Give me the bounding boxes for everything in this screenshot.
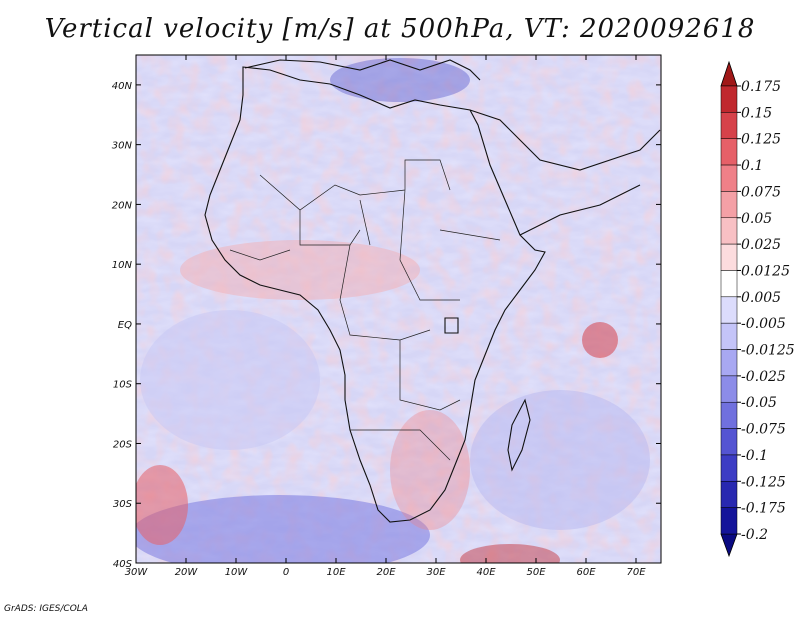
colorbar-label: -0.005	[741, 316, 786, 332]
africa-coastline	[204, 66, 546, 523]
colorbar-swatch	[720, 401, 738, 429]
colorbar-swatch	[720, 85, 738, 113]
colorbar-swatch	[720, 454, 738, 482]
colorbar-label: 0.025	[741, 237, 781, 253]
colorbar-label: -0.0125	[741, 343, 795, 359]
colorbar-swatch	[720, 164, 738, 192]
lat-axis: 40N 30N 20N 10N EQ 10S 20S 30S 40S	[112, 81, 661, 570]
colorbar-label: 0.0125	[741, 263, 790, 279]
lon-tick-label: 40E	[476, 567, 496, 578]
subsidence-region-indian	[470, 390, 650, 530]
europe-coastline	[244, 59, 481, 81]
lon-tick-label: 60E	[576, 567, 596, 578]
lon-tick-label: 30E	[426, 567, 446, 578]
lat-tick-label: 20N	[112, 200, 133, 211]
colorbar-swatch	[720, 349, 738, 377]
lat-tick-label: 10N	[112, 260, 133, 271]
colorbar-top-arrow	[720, 60, 738, 87]
colorbar-label: -0.025	[741, 369, 786, 385]
colorbar-swatch	[720, 322, 738, 350]
colorbar-label: 0.005	[741, 290, 781, 306]
colorbar-swatch	[720, 112, 738, 139]
ascent-region-southern-africa	[390, 410, 470, 530]
lon-tick-label: 0	[283, 567, 289, 578]
country-borders	[229, 159, 501, 461]
colorbar-label: -0.1	[741, 448, 768, 464]
lon-axis: 30W 20W 10W 0 10E 20E 30E 40E 50E 60E 70E	[125, 55, 646, 578]
colorbar-label: 0.1	[741, 158, 763, 174]
colorbar-label: -0.075	[741, 422, 786, 438]
mediterranean-band	[330, 58, 470, 102]
arabia-coastline	[469, 109, 661, 236]
lon-tick-label: 30W	[125, 567, 149, 578]
lat-tick-label: 20S	[113, 439, 133, 450]
colorbar-swatch	[720, 375, 738, 403]
coastlines	[204, 59, 661, 523]
lon-tick-label: 20E	[376, 567, 396, 578]
colorbar-label: 0.125	[741, 132, 781, 148]
colorbar-label: 0.175	[741, 79, 781, 95]
lat-tick-label: EQ	[118, 320, 132, 331]
colorbar-label: -0.125	[741, 474, 786, 490]
lat-tick-label: 40S	[113, 559, 133, 570]
lat-tick-label: 10S	[113, 380, 133, 391]
colorbar-label: -0.05	[741, 395, 777, 411]
colorbar-swatch	[720, 191, 738, 219]
lon-tick-label: 50E	[526, 567, 546, 578]
subsidence-region-atlantic	[140, 310, 320, 450]
madagascar-coastline	[507, 398, 531, 472]
map-title: Vertical velocity [m/s] at 500hPa, VT: 2…	[44, 14, 756, 44]
velocity-field	[136, 55, 661, 563]
colorbar-label: -0.2	[741, 527, 768, 543]
ascent-region-southeast	[460, 544, 560, 563]
colorbar-swatch	[720, 138, 738, 166]
lon-tick-label: 70E	[626, 567, 646, 578]
plot-frame	[135, 54, 662, 564]
colorbar-swatch	[720, 481, 738, 508]
lake-victoria	[444, 317, 459, 334]
colorbar-swatch	[720, 296, 738, 324]
colorbar-swatch	[720, 243, 738, 271]
ascent-region-southwest	[136, 465, 188, 545]
lon-tick-label: 20W	[175, 567, 199, 578]
credit-text: GrADS: IGES/COLA	[4, 604, 88, 614]
lon-tick-label: 10E	[326, 567, 346, 578]
lat-tick-label: 30S	[113, 499, 133, 510]
colorbar-label: 0.075	[741, 184, 781, 200]
colorbar-swatch	[720, 507, 738, 535]
lat-tick-label: 30N	[112, 141, 133, 152]
colorbar-bottom-arrow	[720, 533, 738, 558]
colorbar-label: -0.175	[741, 501, 786, 517]
colorbar-swatch	[720, 428, 738, 456]
lon-tick-label: 10W	[225, 567, 249, 578]
lat-tick-label: 40N	[112, 81, 133, 92]
colorbar-label: 0.15	[741, 105, 772, 121]
colorbar-swatch	[720, 270, 738, 298]
colorbar: 0.175 0.15 0.125 0.1 0.075 0.05 0.025 0.0125 0.0…	[720, 60, 795, 558]
colorbar-label: 0.05	[741, 211, 772, 227]
ascent-cell	[582, 322, 618, 358]
ascent-band-sahel	[180, 240, 420, 300]
colorbar-swatch	[720, 217, 738, 245]
subsidence-region-south	[136, 495, 430, 563]
